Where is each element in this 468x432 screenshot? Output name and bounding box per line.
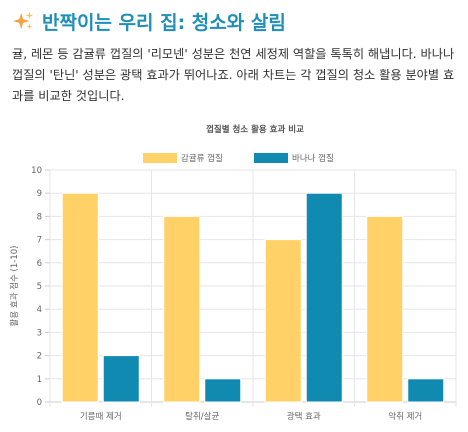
bar-citrus — [163, 215, 201, 403]
bar-citrus — [264, 239, 302, 403]
y-tick-label: 9 — [37, 189, 42, 199]
description-text: 귤, 레몬 등 감귤류 껍질의 '리모넨' 성분은 천연 세정제 역할을 톡톡히… — [12, 47, 455, 103]
legend-swatch-0 — [143, 153, 177, 163]
y-tick-label: 8 — [37, 212, 42, 222]
y-tick-label: 1 — [37, 375, 42, 385]
bar-banana — [204, 378, 242, 403]
x-tick-label: 탈취/살균 — [185, 412, 219, 422]
y-tick-label: 0 — [37, 398, 42, 408]
bar-banana — [305, 192, 343, 403]
y-tick-label: 7 — [37, 236, 42, 246]
x-tick-label: 악취 제거 — [388, 411, 422, 422]
x-tick-label: 광택 효과 — [287, 411, 321, 422]
bar-banana — [407, 378, 445, 403]
y-tick-label: 2 — [37, 352, 42, 362]
y-tick-label: 5 — [37, 282, 42, 292]
sparkles-icon — [12, 11, 34, 30]
bar-citrus — [366, 215, 404, 403]
x-tick-label: 기름때 제거 — [80, 411, 122, 422]
page-header: 반짝이는 우리 집: 청소와 살림 — [12, 8, 462, 34]
bar-banana — [102, 355, 140, 403]
legend-swatch-1 — [254, 153, 288, 163]
bar-citrus — [61, 192, 99, 403]
y-tick-label: 6 — [37, 259, 42, 269]
chart-title: 껍질별 청소 활용 효과 비교 — [206, 124, 304, 135]
page-title: 반짝이는 우리 집: 청소와 살림 — [42, 11, 286, 34]
y-axis-label: 활용 효과 점수 (1-10) — [9, 246, 20, 327]
legend-label-1: 바나나 껍질 — [292, 153, 334, 164]
legend-label-0: 감귤류 껍질 — [181, 153, 223, 164]
y-tick-label: 4 — [37, 305, 42, 315]
y-tick-label: 10 — [31, 166, 42, 176]
y-tick-label: 3 — [37, 328, 42, 338]
